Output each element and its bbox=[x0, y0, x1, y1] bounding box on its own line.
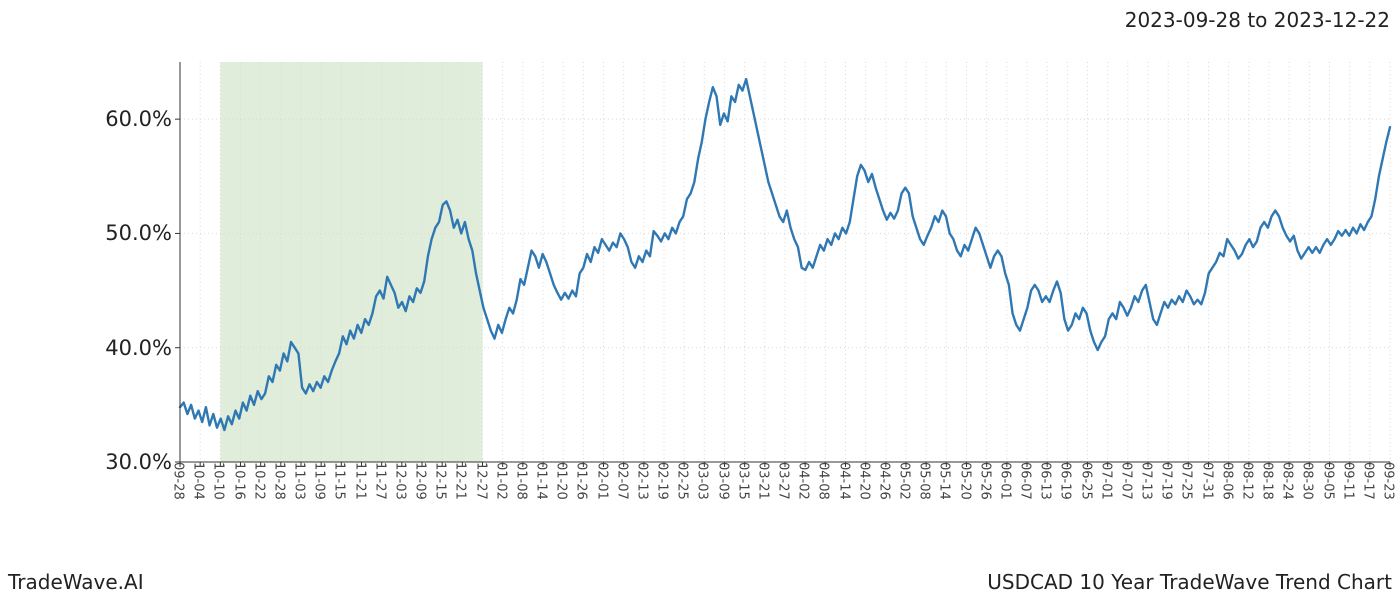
xtick-label: 12-03 bbox=[392, 462, 411, 500]
xtick-label: 01-02 bbox=[493, 462, 512, 500]
xtick-label: 04-20 bbox=[856, 462, 875, 500]
xtick-label: 05-08 bbox=[917, 462, 936, 500]
xtick-label: 03-27 bbox=[776, 462, 795, 500]
xtick-label: 11-03 bbox=[292, 462, 311, 500]
xtick-label: 04-02 bbox=[796, 462, 815, 500]
xtick-label: 09-28 bbox=[171, 462, 190, 500]
xtick-label: 05-14 bbox=[937, 462, 956, 500]
chart-title: USDCAD 10 Year TradeWave Trend Chart bbox=[987, 570, 1392, 594]
xtick-label: 03-09 bbox=[715, 462, 734, 500]
xtick-label: 07-19 bbox=[1159, 462, 1178, 500]
xtick-label: 01-14 bbox=[534, 462, 553, 500]
xtick-label: 09-11 bbox=[1340, 462, 1359, 500]
xtick-label: 09-05 bbox=[1320, 462, 1339, 500]
xtick-label: 05-20 bbox=[957, 462, 976, 500]
xtick-label: 07-01 bbox=[1098, 462, 1117, 500]
xtick-label: 07-25 bbox=[1179, 462, 1198, 500]
ytick-label: 30.0% bbox=[105, 450, 180, 474]
xtick-label: 06-07 bbox=[1018, 462, 1037, 500]
xtick-label: 07-13 bbox=[1139, 462, 1158, 500]
brand-label: TradeWave.AI bbox=[8, 570, 144, 594]
xtick-label: 06-25 bbox=[1078, 462, 1097, 500]
xtick-label: 08-24 bbox=[1280, 462, 1299, 500]
xtick-label: 03-21 bbox=[755, 462, 774, 500]
xtick-label: 12-21 bbox=[453, 462, 472, 500]
xtick-label: 03-15 bbox=[735, 462, 754, 500]
ytick-label: 40.0% bbox=[105, 336, 180, 360]
xtick-label: 09-17 bbox=[1360, 462, 1379, 500]
line-chart bbox=[180, 62, 1390, 462]
xtick-label: 02-19 bbox=[655, 462, 674, 500]
xtick-label: 08-18 bbox=[1260, 462, 1279, 500]
xtick-label: 04-08 bbox=[816, 462, 835, 500]
xtick-label: 05-02 bbox=[897, 462, 916, 500]
ytick-label: 60.0% bbox=[105, 107, 180, 131]
xtick-label: 01-20 bbox=[554, 462, 573, 500]
xtick-label: 06-19 bbox=[1058, 462, 1077, 500]
ytick-label: 50.0% bbox=[105, 221, 180, 245]
xtick-label: 05-26 bbox=[977, 462, 996, 500]
xtick-label: 02-01 bbox=[594, 462, 613, 500]
date-range-label: 2023-09-28 to 2023-12-22 bbox=[1125, 8, 1390, 32]
xtick-label: 10-16 bbox=[231, 462, 250, 500]
xtick-label: 04-14 bbox=[836, 462, 855, 500]
xtick-label: 10-10 bbox=[211, 462, 230, 500]
xtick-label: 10-28 bbox=[271, 462, 290, 500]
xtick-label: 09-23 bbox=[1381, 462, 1400, 500]
chart-container: 2023-09-28 to 2023-12-22 TradeWave.AI US… bbox=[0, 0, 1400, 600]
xtick-label: 03-03 bbox=[695, 462, 714, 500]
xtick-label: 01-26 bbox=[574, 462, 593, 500]
xtick-label: 04-26 bbox=[876, 462, 895, 500]
xtick-label: 02-13 bbox=[634, 462, 653, 500]
xtick-label: 07-31 bbox=[1199, 462, 1218, 500]
xtick-label: 07-07 bbox=[1118, 462, 1137, 500]
xtick-label: 11-27 bbox=[372, 462, 391, 500]
xtick-label: 01-08 bbox=[513, 462, 532, 500]
xtick-label: 08-12 bbox=[1239, 462, 1258, 500]
xtick-label: 12-15 bbox=[433, 462, 452, 500]
xtick-label: 08-30 bbox=[1300, 462, 1319, 500]
xtick-label: 06-13 bbox=[1038, 462, 1057, 500]
xtick-label: 11-15 bbox=[332, 462, 351, 500]
xtick-label: 11-21 bbox=[352, 462, 371, 500]
xtick-label: 02-25 bbox=[675, 462, 694, 500]
xtick-label: 12-09 bbox=[413, 462, 432, 500]
plot-area: 30.0%40.0%50.0%60.0%09-2810-0410-1010-16… bbox=[180, 62, 1390, 462]
xtick-label: 06-01 bbox=[997, 462, 1016, 500]
xtick-label: 12-27 bbox=[473, 462, 492, 500]
xtick-label: 02-07 bbox=[614, 462, 633, 500]
xtick-label: 10-22 bbox=[251, 462, 270, 500]
xtick-label: 08-06 bbox=[1219, 462, 1238, 500]
xtick-label: 10-04 bbox=[191, 462, 210, 500]
xtick-label: 11-09 bbox=[312, 462, 331, 500]
